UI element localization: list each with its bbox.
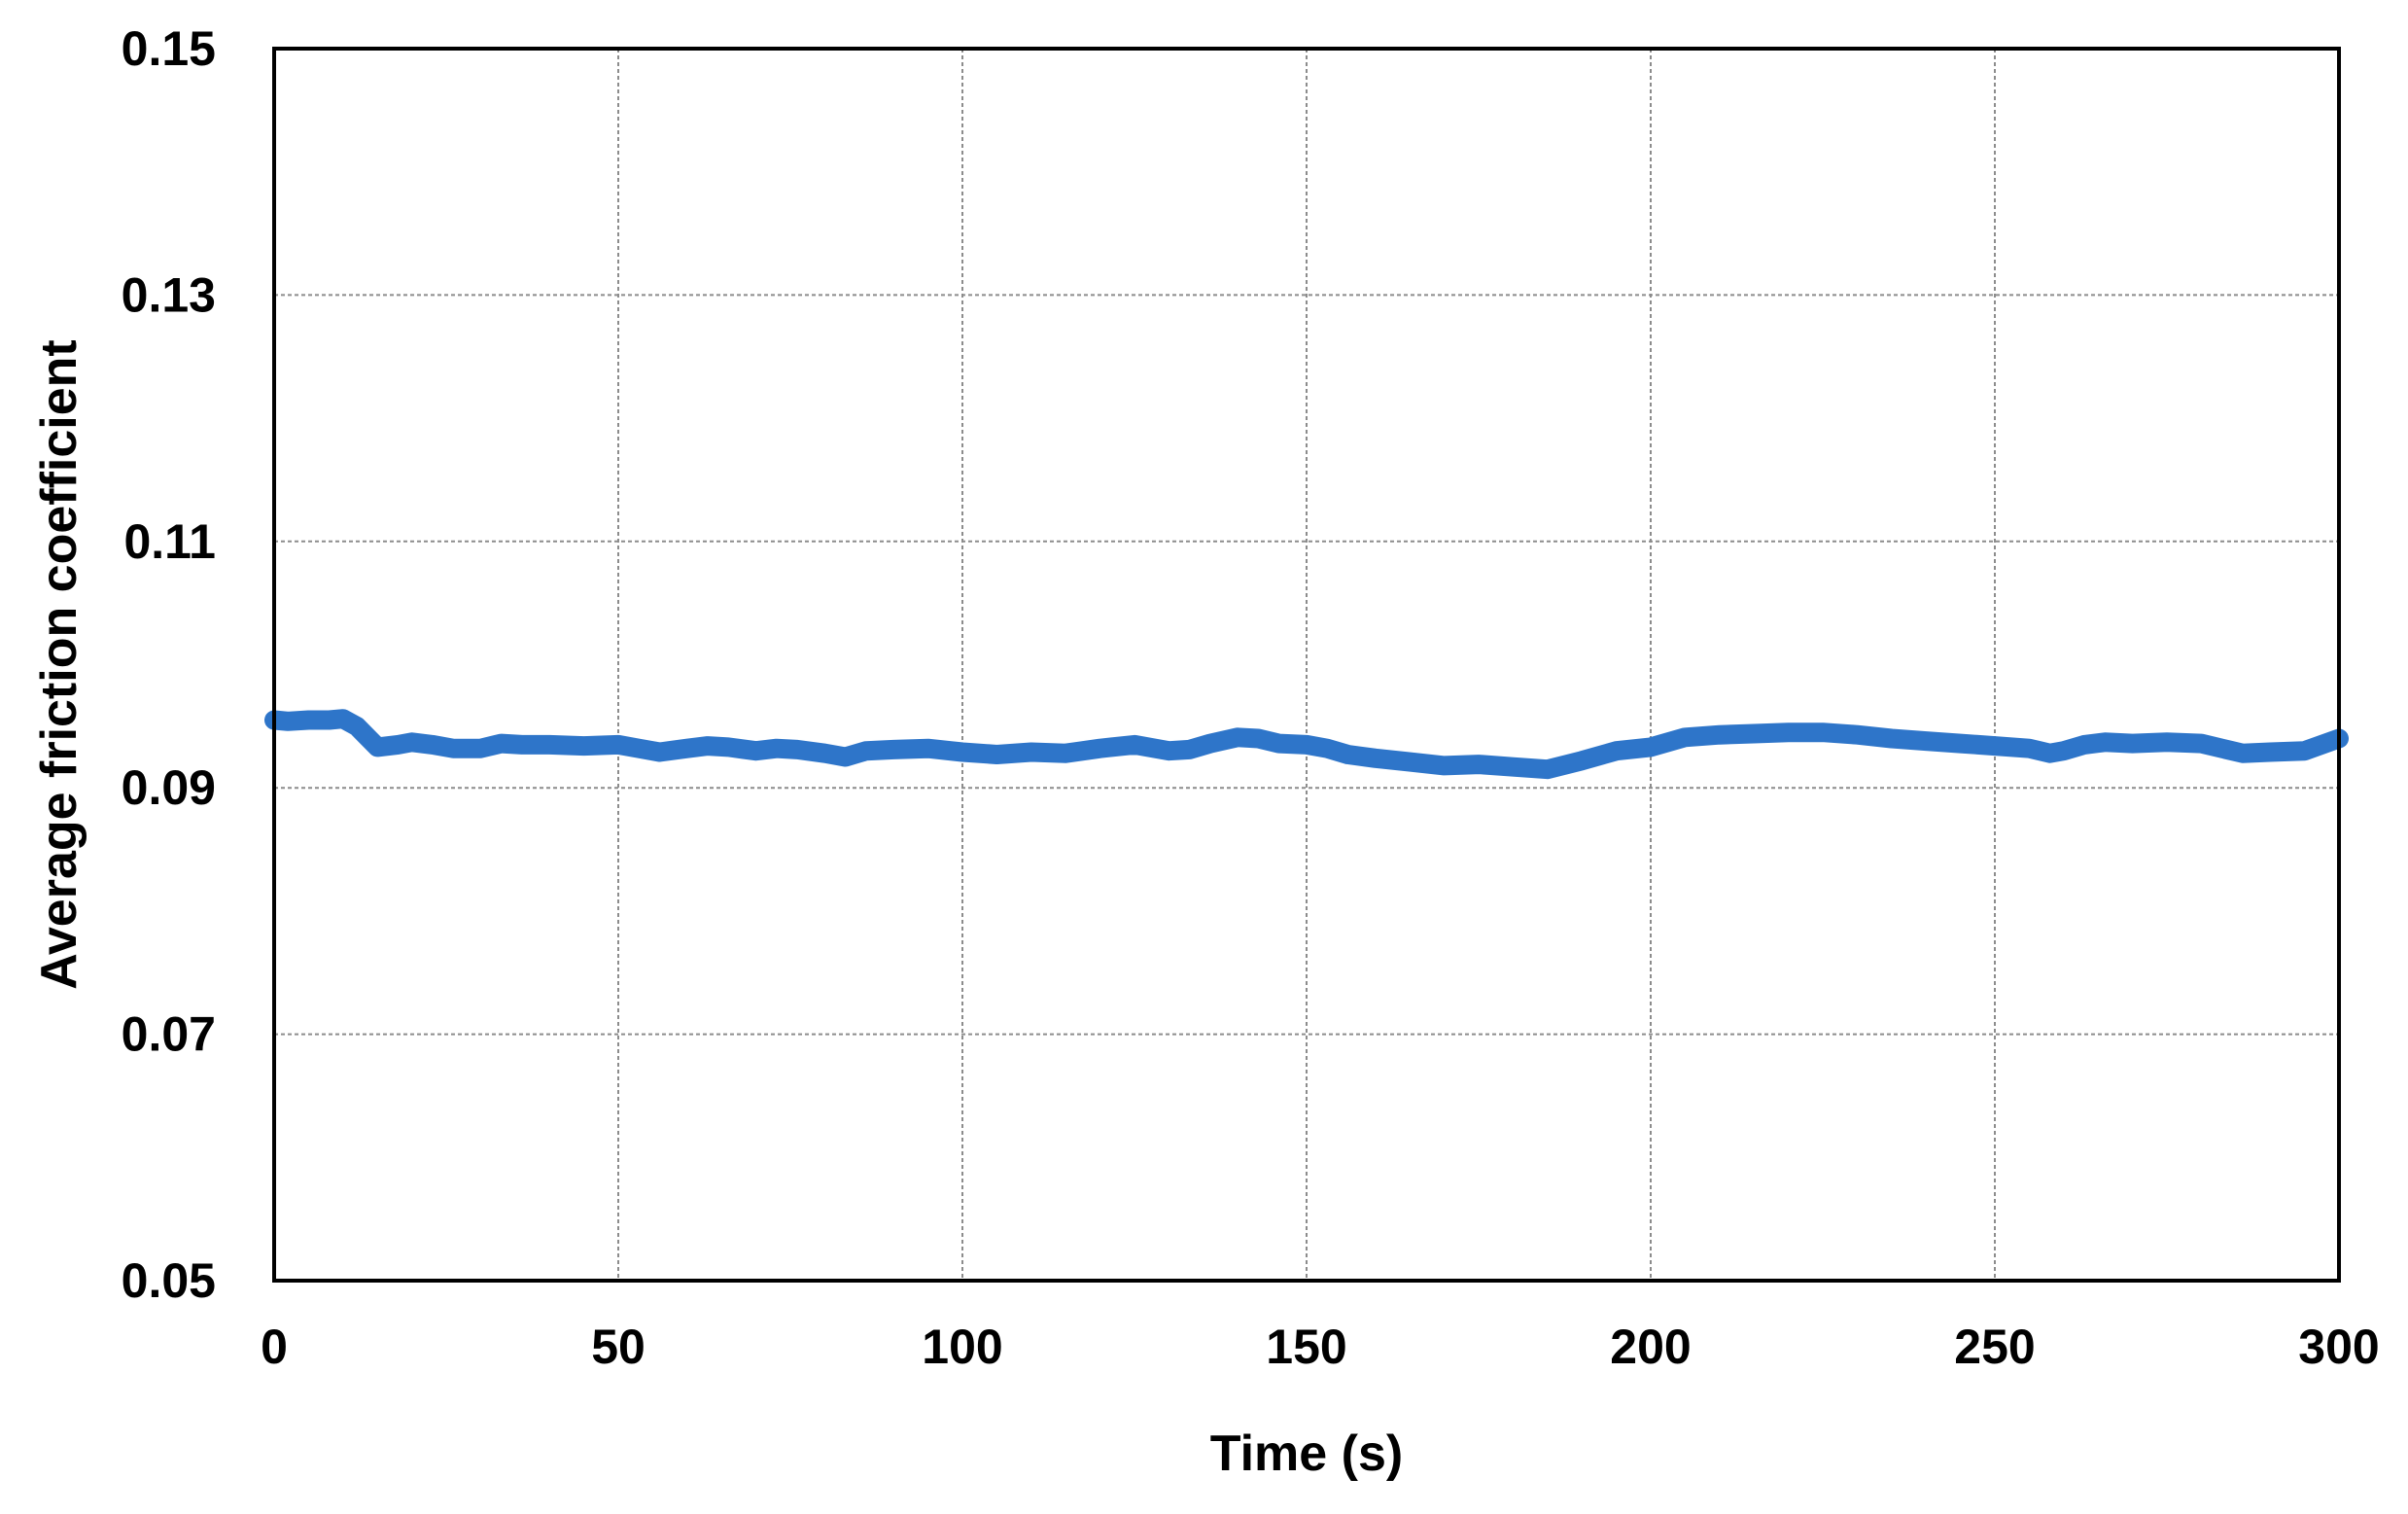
x-tick-label: 250 [1954, 1320, 2035, 1374]
y-tick-label: 0.05 [122, 1253, 216, 1308]
x-tick-label: 150 [1266, 1320, 1346, 1374]
x-tick-label: 200 [1610, 1320, 1691, 1374]
plot-area-frame [272, 47, 2341, 1283]
y-tick-label: 0.15 [122, 21, 216, 76]
y-tick-label: 0.11 [123, 514, 216, 569]
x-tick-label: 300 [2298, 1320, 2379, 1374]
x-tick-label: 0 [261, 1320, 288, 1374]
grid [274, 49, 2339, 1281]
series-line [264, 709, 2349, 780]
y-axis-label: Average friction coefficient [31, 339, 87, 989]
y-tick-label: 0.07 [122, 1007, 216, 1062]
x-axis-label: Time (s) [1210, 1426, 1403, 1482]
series-layer [264, 709, 2349, 780]
tick-labels: 0 50 100 150 200 250 300 0.05 0.07 0.09 0.11 0.13 0.… [122, 21, 2380, 1374]
x-tick-label: 50 [591, 1320, 646, 1374]
y-tick-label: 0.13 [122, 267, 216, 322]
y-tick-label: 0.09 [122, 760, 216, 815]
x-tick-label: 100 [922, 1320, 1002, 1374]
